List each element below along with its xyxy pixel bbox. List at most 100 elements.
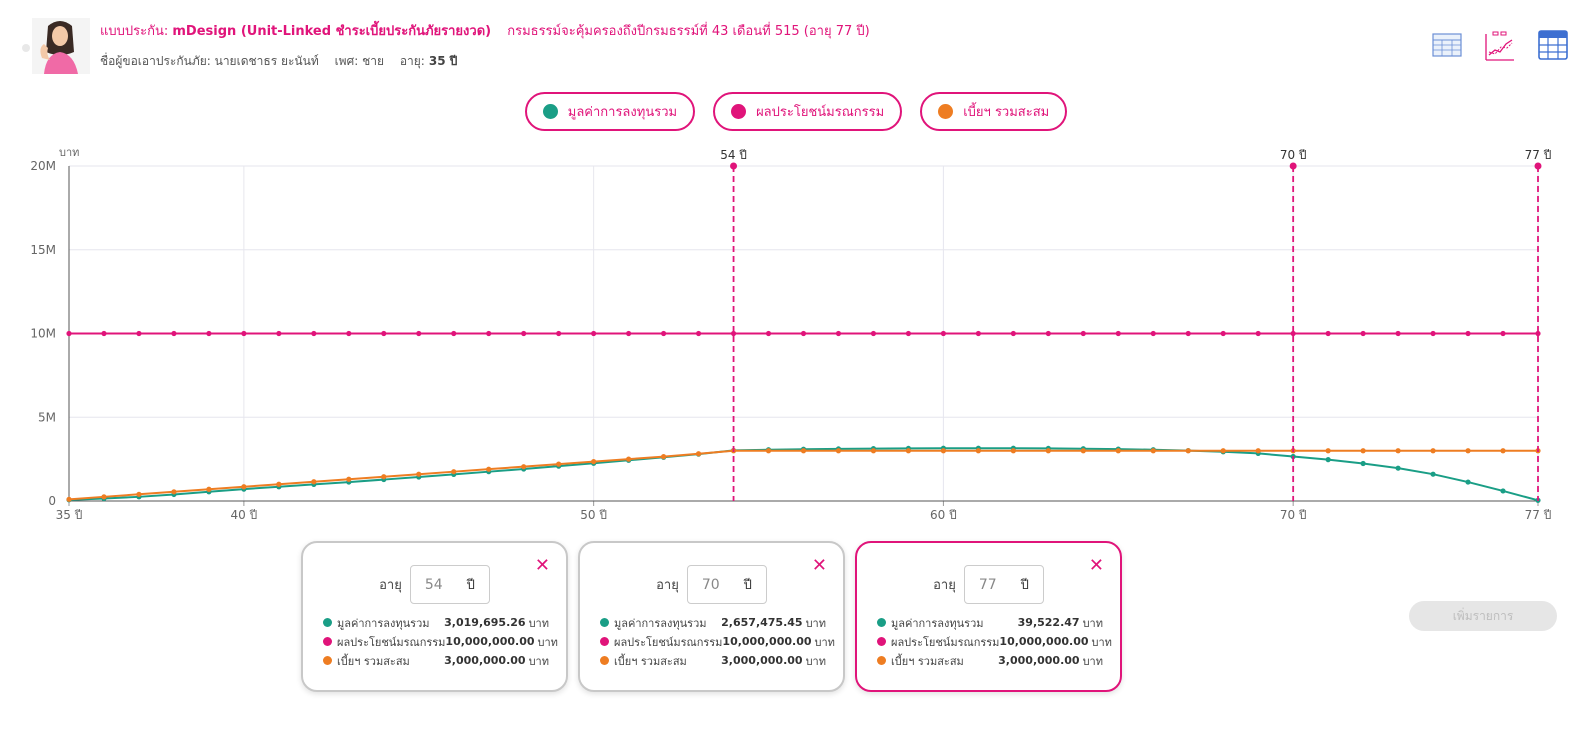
data-point	[416, 471, 422, 477]
row-currency: บาท	[805, 616, 826, 630]
data-point	[1010, 330, 1016, 337]
data-point	[1360, 448, 1366, 454]
data-point	[660, 330, 667, 337]
data-point	[381, 474, 387, 480]
insured-age-label: อายุ:	[399, 54, 425, 68]
legend-label: เบี้ยฯ รวมสะสม	[963, 105, 1050, 120]
data-point	[1150, 330, 1156, 337]
dot-icon	[323, 618, 332, 627]
age-marker-dot	[1289, 162, 1297, 170]
chart-legend: มูลค่าการลงทุนรวม ผลประโยชน์มรณกรรม เบี้…	[0, 92, 1592, 131]
row-label: เบี้ยฯ รวมสะสม	[891, 654, 964, 668]
data-point	[206, 486, 212, 492]
data-point	[241, 484, 247, 490]
legend-label: ผลประโยชน์มรณกรรม	[756, 105, 885, 120]
row-value: 3,000,000.00	[998, 654, 1080, 667]
row-label: ผลประโยชน์มรณกรรม	[614, 635, 723, 649]
y-tick-label: 0	[48, 494, 56, 508]
data-point	[171, 330, 177, 337]
plan-name: mDesign (Unit-Linked ชำระเบี้ยประกันภัยร…	[172, 24, 492, 39]
coverage-text: กรมธรรม์จะคุ้มครองถึงปีกรมธรรม์ที่ 43 เด…	[507, 24, 870, 39]
age-label: อายุ	[656, 578, 679, 593]
age-label: อายุ	[933, 578, 956, 593]
y-tick-label: 5M	[38, 410, 56, 424]
x-tick-label: 70 ปี	[1280, 508, 1307, 522]
age-input[interactable]: 70 ปี	[686, 565, 767, 604]
data-point	[1395, 448, 1401, 454]
data-point	[1395, 465, 1401, 471]
data-point	[591, 330, 597, 337]
data-point	[660, 454, 667, 460]
data-point	[800, 448, 807, 454]
legend-accumulated-premium[interactable]: เบี้ยฯ รวมสะสม	[920, 92, 1068, 131]
row-value: 10,000,000.00	[999, 635, 1089, 648]
data-point	[66, 330, 72, 337]
data-point	[451, 330, 457, 337]
card-row-premium: เบี้ยฯ รวมสะสม 3,000,000.00 บาท	[877, 651, 1103, 670]
data-point	[870, 330, 877, 337]
card-row-death-benefit: ผลประโยชน์มรณกรรม 10,000,000.00 บาท	[323, 632, 558, 651]
data-point	[1080, 330, 1086, 337]
data-point	[1465, 479, 1471, 485]
row-value: 2,657,475.45	[721, 616, 803, 629]
insured-name: ชื่อผู้ขอเอาประกันภัย: นายเดชาธร ยะนันท์	[100, 54, 319, 68]
close-icon[interactable]: ✕	[534, 555, 550, 576]
calculator-view-icon[interactable]	[1538, 30, 1568, 60]
age-marker-label: 54 ปี	[720, 148, 747, 162]
data-point	[311, 479, 317, 485]
row-label: เบี้ยฯ รวมสะสม	[614, 654, 687, 668]
data-point	[1395, 330, 1401, 337]
data-point	[1045, 330, 1051, 337]
age-marker-label: 77 ปี	[1525, 148, 1552, 162]
age-card-2: ✕ อายุ 70 ปี มูลค่าการลงทุนรวม 2,657,475.…	[578, 541, 845, 692]
row-value: 3,000,000.00	[721, 654, 803, 667]
data-point	[451, 469, 457, 475]
data-point	[1535, 330, 1541, 337]
chart-view-icon[interactable]	[1484, 28, 1516, 62]
add-item-button[interactable]: เพิ่มรายการ	[1409, 601, 1557, 631]
age-label: อายุ	[379, 578, 402, 593]
dot-icon	[600, 618, 609, 627]
age-input[interactable]: 54 ปี	[409, 565, 490, 604]
age-unit: ปี	[466, 578, 475, 593]
data-point	[1220, 330, 1226, 337]
data-point	[975, 330, 981, 337]
row-label: มูลค่าการลงทุนรวม	[891, 616, 984, 630]
legend-death-benefit[interactable]: ผลประโยชน์มรณกรรม	[713, 92, 903, 131]
legend-investment-value[interactable]: มูลค่าการลงทุนรวม	[524, 92, 696, 131]
row-currency: บาท	[1091, 635, 1112, 649]
data-point	[556, 330, 562, 337]
close-icon[interactable]: ✕	[811, 555, 827, 576]
age-marker-dot	[1534, 162, 1542, 170]
dot-icon	[877, 656, 886, 665]
y-tick-label: 15M	[30, 243, 56, 257]
table-view-icon[interactable]	[1432, 32, 1462, 58]
line-chart[interactable]: 0 5M 10M 15M 20M 35 ปี 40 ปี 50 ปี 60 ปี 70 ปี 77 …	[0, 140, 1592, 535]
y-axis-label: บาท	[59, 146, 79, 159]
age-input[interactable]: 77 ปี	[963, 565, 1044, 604]
data-point	[241, 330, 247, 337]
row-value: 3,019,695.26	[444, 616, 526, 629]
data-point	[1080, 448, 1086, 454]
series-line-0	[68, 447, 1539, 502]
data-point	[765, 448, 772, 454]
age-unit: ปี	[743, 578, 752, 593]
close-icon[interactable]: ✕	[1088, 555, 1104, 576]
data-point	[101, 330, 107, 337]
header: แบบประกัน: mDesign (Unit-Linked ชำระเบี้…	[22, 14, 1222, 78]
insured-gender: เพศ: ชาย	[334, 54, 384, 68]
agent-avatar-icon	[22, 18, 90, 74]
x-tick-label: 50 ปี	[580, 508, 607, 522]
avatar	[22, 18, 90, 74]
data-point	[1465, 448, 1471, 454]
data-point	[521, 464, 527, 470]
data-point	[1465, 330, 1471, 337]
dot-icon	[600, 656, 609, 665]
row-label: ผลประโยชน์มรณกรรม	[337, 635, 446, 649]
data-point	[1045, 448, 1051, 454]
data-point	[346, 476, 352, 482]
age-value: 54	[424, 576, 443, 593]
data-point	[1115, 330, 1121, 337]
data-point	[1430, 448, 1436, 454]
data-point	[1185, 448, 1191, 454]
